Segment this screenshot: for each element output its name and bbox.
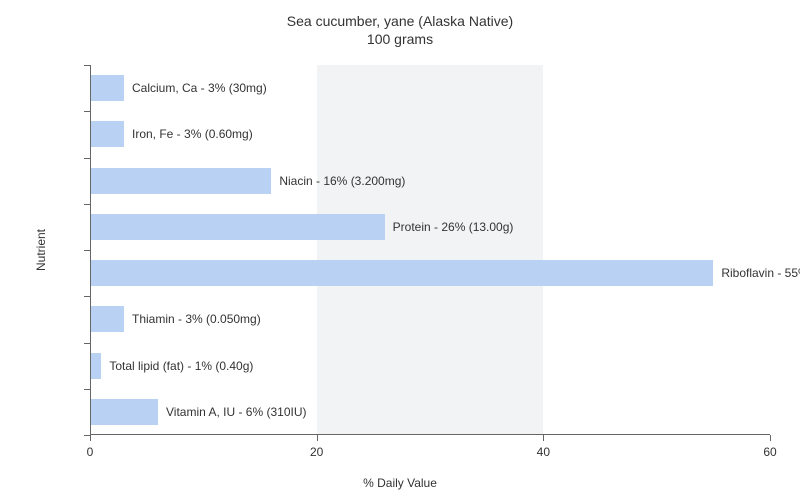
title-line2: 100 grams <box>367 31 433 47</box>
bar-label: Total lipid (fat) - 1% (0.40g) <box>109 359 253 373</box>
x-tick-label: 0 <box>87 445 94 459</box>
bar <box>90 306 124 332</box>
y-axis-label: Nutrient <box>34 229 48 271</box>
x-tick-label: 20 <box>310 445 323 459</box>
x-tick-label: 40 <box>537 445 550 459</box>
bar-label: Vitamin A, IU - 6% (310IU) <box>166 405 307 419</box>
bar-label: Riboflavin - 55% (0.940mg) <box>721 266 800 280</box>
bar <box>90 75 124 101</box>
bar <box>90 260 713 286</box>
bar <box>90 121 124 147</box>
chart-title: Sea cucumber, yane (Alaska Native) 100 g… <box>0 0 800 48</box>
x-axis-line <box>90 434 770 435</box>
bar-label: Protein - 26% (13.00g) <box>393 220 514 234</box>
x-tick <box>543 435 544 441</box>
grid-panel <box>317 65 544 435</box>
x-tick <box>770 435 771 441</box>
plot-area: 0204060Calcium, Ca - 3% (30mg)Iron, Fe -… <box>90 65 770 435</box>
x-axis-label: % Daily Value <box>363 476 437 490</box>
bar <box>90 214 385 240</box>
x-tick <box>90 435 91 441</box>
title-line1: Sea cucumber, yane (Alaska Native) <box>287 13 513 29</box>
x-tick-label: 60 <box>763 445 776 459</box>
bar-label: Thiamin - 3% (0.050mg) <box>132 312 261 326</box>
nutrient-chart: Sea cucumber, yane (Alaska Native) 100 g… <box>0 0 800 500</box>
y-axis-line <box>90 65 91 435</box>
bar <box>90 399 158 425</box>
bar-label: Calcium, Ca - 3% (30mg) <box>132 81 267 95</box>
y-tick <box>84 435 90 436</box>
x-tick <box>317 435 318 441</box>
bar-label: Niacin - 16% (3.200mg) <box>279 174 405 188</box>
grid-panel <box>543 65 770 435</box>
bar <box>90 168 271 194</box>
bar-label: Iron, Fe - 3% (0.60mg) <box>132 127 253 141</box>
bar <box>90 353 101 379</box>
